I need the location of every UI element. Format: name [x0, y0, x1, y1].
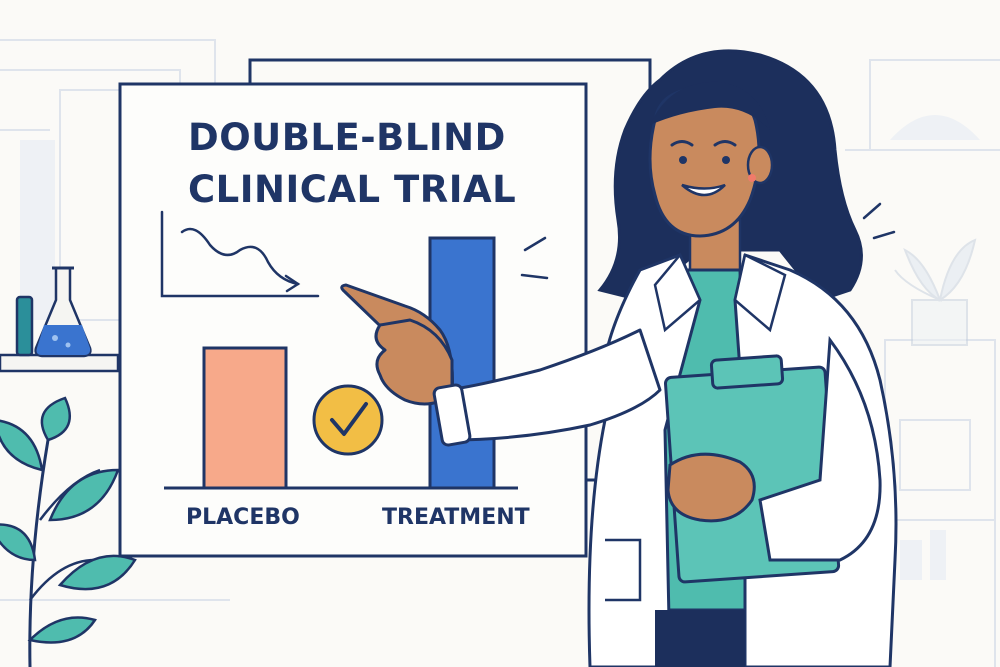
board-title: DOUBLE-BLIND CLINICAL TRIAL — [188, 112, 568, 216]
flask-icon — [34, 266, 92, 358]
scientist — [340, 49, 898, 667]
background-blocks — [20, 115, 980, 580]
plant-icon — [0, 396, 137, 667]
trend-down-icon — [160, 210, 320, 298]
bar-placebo — [202, 346, 288, 490]
board-title-line-1: DOUBLE-BLIND — [188, 116, 506, 159]
plant-pot-right — [894, 238, 977, 346]
test-tube-icon — [15, 295, 34, 357]
board-title-line-2: CLINICAL TRIAL — [188, 168, 517, 211]
category-label-placebo: PLACEBO — [186, 505, 300, 530]
emphasis-marks — [520, 202, 896, 280]
presentation-board — [118, 82, 588, 558]
lab-shelf — [0, 266, 120, 373]
check-icon — [312, 384, 384, 456]
category-label-treatment: TREATMENT — [382, 505, 530, 530]
